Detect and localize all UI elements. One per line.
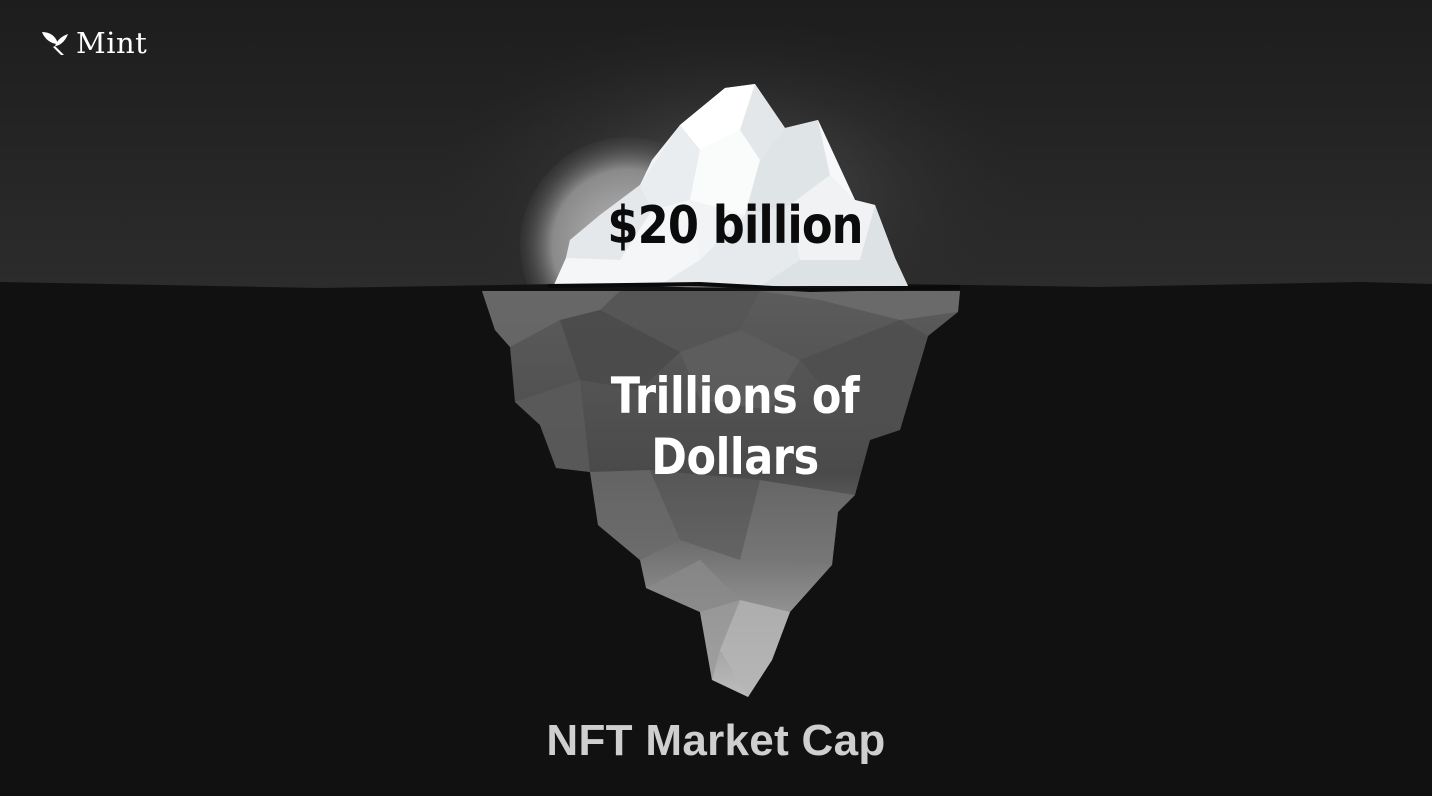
below-water-label: Trillions of Dollars <box>550 366 920 488</box>
above-water-label: $20 billion <box>607 196 863 256</box>
brand-logo: Mint <box>40 26 147 60</box>
brand-name: Mint <box>76 26 148 60</box>
waterline <box>547 281 961 293</box>
iceberg-tip <box>554 84 908 286</box>
leaf-icon <box>42 32 68 55</box>
below-water-label-line2: Dollars <box>651 428 819 486</box>
iceberg-underwater <box>482 291 960 697</box>
below-water-label-line1: Trillions of <box>610 367 860 425</box>
diagram-caption: NFT Market Cap <box>546 716 886 765</box>
